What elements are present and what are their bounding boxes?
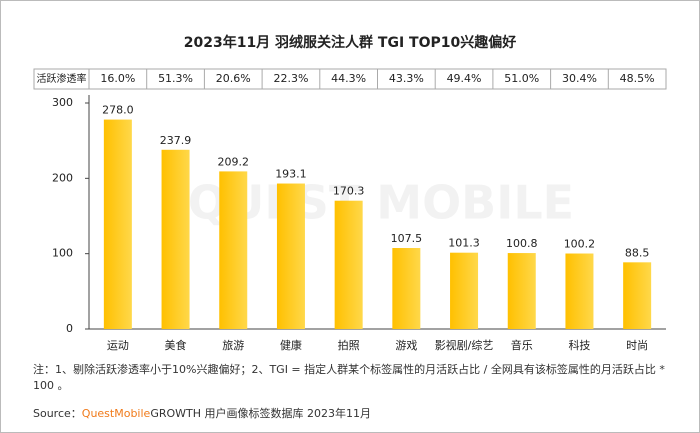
- value-label: 193.1: [275, 168, 307, 181]
- table-cell: 20.6%: [216, 72, 251, 85]
- y-tick-label: 100: [52, 247, 73, 260]
- table-cell: 30.4%: [562, 72, 597, 85]
- table-header: 活跃渗透率: [37, 72, 87, 85]
- x-tick-label: 音乐: [511, 338, 533, 352]
- bar: [450, 252, 479, 329]
- table-cell: 51.3%: [158, 72, 193, 85]
- bar: [103, 119, 132, 329]
- bar: [161, 149, 190, 329]
- source-prefix: Source：: [33, 407, 82, 420]
- value-label: 88.5: [625, 246, 650, 259]
- source-text: GROWTH 用户画像标签数据库 2023年11月: [150, 407, 371, 420]
- bar: [276, 183, 305, 329]
- value-label: 100.2: [564, 238, 596, 251]
- table-cell: 22.3%: [273, 72, 308, 85]
- x-tick-label: 游戏: [395, 339, 417, 352]
- y-tick-label: 0: [66, 322, 73, 335]
- value-label: 100.8: [506, 237, 538, 250]
- x-tick-label: 旅游: [222, 338, 244, 352]
- x-tick-label: 时尚: [626, 338, 648, 352]
- watermark: QUEST MOBILE: [188, 176, 574, 230]
- value-label: 107.5: [391, 232, 423, 245]
- value-label: 237.9: [160, 134, 192, 147]
- bar: [392, 248, 421, 329]
- footnote: 注：1、剔除活跃渗透率小于10%兴趣偏好；2、TGI = 指定人群某个标签属性的…: [33, 363, 665, 392]
- y-tick-label: 200: [52, 171, 73, 184]
- x-tick-label: 健康: [280, 338, 302, 352]
- value-label: 101.3: [448, 237, 480, 250]
- table-cell: 43.3%: [389, 72, 424, 85]
- x-tick-label: 拍照: [338, 338, 360, 352]
- bar: [565, 253, 594, 329]
- value-label: 278.0: [102, 104, 134, 117]
- table-border: [33, 68, 667, 90]
- bar: [334, 200, 363, 329]
- table-cell: 49.4%: [447, 72, 482, 85]
- table-cell: 48.5%: [620, 72, 655, 85]
- bar: [623, 262, 652, 329]
- source-brand: QuestMobile: [81, 407, 151, 420]
- table-cell: 51.0%: [504, 72, 539, 85]
- x-tick-label: 影视剧/综艺: [435, 338, 494, 352]
- bar: [219, 171, 248, 329]
- x-tick-label: 美食: [165, 338, 187, 352]
- bar: [507, 253, 536, 329]
- source: Source：QuestMobileGROWTH 用户画像标签数据库 2023年…: [33, 405, 371, 421]
- chart-title: 2023年11月 羽绒服关注人群 TGI TOP10兴趣偏好: [184, 34, 517, 51]
- table-cell: 44.3%: [331, 72, 366, 85]
- chart: 2023年11月 羽绒服关注人群 TGI TOP10兴趣偏好 QUEST MOB…: [33, 34, 667, 352]
- table-cell: 16.0%: [100, 72, 135, 85]
- value-label: 170.3: [333, 185, 365, 198]
- x-tick-label: 科技: [568, 338, 590, 352]
- y-tick-label: 300: [52, 96, 73, 109]
- value-label: 209.2: [218, 155, 250, 168]
- x-tick-label: 运动: [107, 339, 129, 352]
